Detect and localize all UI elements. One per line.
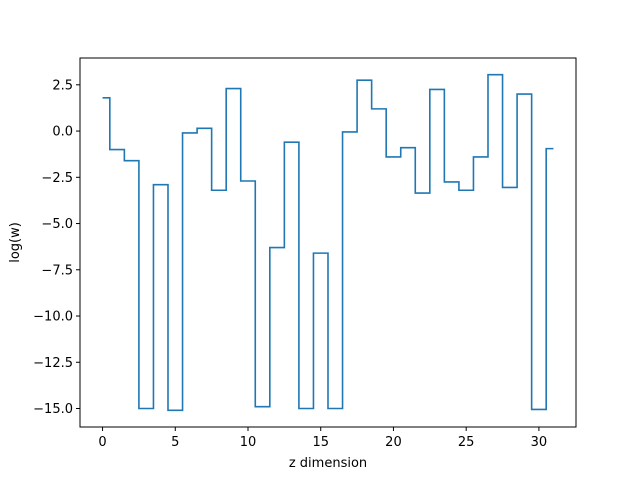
axes-frame (79, 57, 577, 428)
y-tick-label: 2.5 (52, 78, 73, 93)
x-axis-label: z dimension (289, 456, 367, 471)
x-tick-label: 10 (240, 435, 257, 450)
y-tick-label: −2.5 (41, 171, 73, 186)
y-tick-label: −10.0 (33, 310, 73, 325)
y-tick-label: −15.0 (33, 402, 73, 417)
x-tick-label: 30 (531, 435, 548, 450)
plot-area (102, 73, 554, 412)
y-axis-ticks: −15.0 −12.5 −10.0 −7.5 −5.0 −2.5 0.0 2.5 (33, 78, 80, 417)
series-line-0 (102, 73, 554, 412)
x-tick-label: 5 (171, 435, 179, 450)
y-tick-label: 0.0 (52, 125, 73, 140)
x-tick-label: 20 (385, 435, 402, 450)
y-axis-label: log(w) (8, 222, 23, 263)
x-axis-ticks: 0 5 10 15 20 25 30 (98, 427, 547, 450)
x-tick-label: 25 (458, 435, 475, 450)
x-tick-label: 0 (98, 435, 106, 450)
x-tick-label: 15 (312, 435, 329, 450)
y-tick-label: −7.5 (41, 263, 73, 278)
y-tick-label: −12.5 (33, 356, 73, 371)
y-tick-label: −5.0 (41, 217, 73, 232)
